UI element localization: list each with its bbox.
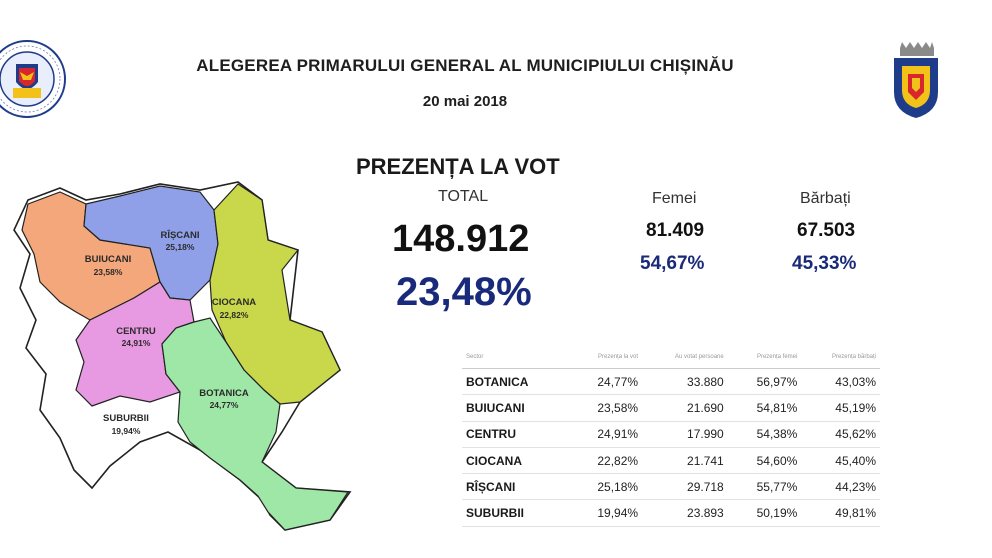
table-cell: 17.990 [642,421,728,448]
total-label: TOTAL [438,188,489,205]
map-region-riscani [83,185,219,301]
table-cell: CIOCANA [462,447,569,475]
map-region-ciocana [209,183,341,405]
map-label-centru: CENTRU [116,326,156,337]
table-cell: 23.893 [642,499,728,527]
table-row: SUBURBII 19,94% 23.893 50,19% 49,81% [462,499,880,527]
table-cell: RÎȘCANI [462,473,569,501]
men-voters-value: 67.503 [797,220,856,241]
table-cell: 43,03% [801,368,880,396]
table-cell: 50,19% [727,499,802,527]
table-cell: 21.741 [642,447,728,475]
table-cell: 54,38% [727,421,802,448]
chisinau-sectors-map: RÎȘCANI 25,18% BUIUCANI 23,58% CIOCANA 2… [13,181,352,531]
table-cell: 56,97% [727,368,802,396]
table-cell: 25,18% [568,473,643,501]
election-commission-emblem [0,40,66,118]
map-percent-ciocana: 22,82% [220,310,249,320]
page-title: ALEGEREA PRIMARULUI GENERAL AL MUNICIPIU… [196,56,734,75]
table-cell: 54,60% [727,447,802,475]
table-cell: 44,23% [801,473,880,501]
table-row: BUIUCANI 23,58% 21.690 54,81% 45,19% [462,394,880,422]
total-voters-value: 148.912 [392,218,530,260]
map-label-ciocana: CIOCANA [212,297,256,308]
table-cell: BOTANICA [462,368,569,396]
table-cell: 45,19% [801,394,880,422]
total-turnout-percent: 23,48% [396,270,532,314]
map-label-suburbii: SUBURBII [103,413,149,424]
men-percent: 45,33% [792,253,857,274]
table-cell: 24,77% [568,368,643,396]
map-label-buiucani: BUIUCANI [85,254,131,265]
election-date: 20 mai 2018 [422,93,508,110]
table-cell: 45,62% [801,421,880,448]
table-cell: 24,91% [568,421,643,448]
map-percent-botanica: 24,77% [210,400,239,410]
table-header-row: Sector Prezența la vot Au votat persoane… [462,346,880,369]
table-row: BOTANICA 24,77% 33.880 56,97% 43,03% [462,368,880,396]
table-cell: 22,82% [568,447,643,475]
map-region-botanica [161,317,350,531]
turnout-heading: PREZENȚA LA VOT [356,154,560,179]
table-row: CENTRU 24,91% 17.990 54,38% 45,62% [462,421,880,448]
table-cell: 23,58% [568,394,643,422]
table-cell: 29.718 [642,473,728,501]
women-label: Femei [652,190,697,207]
table-cell: 54,81% [727,394,802,422]
table-row: RÎȘCANI 25,18% 29.718 55,77% 44,23% [462,473,880,501]
table-cell: 21.690 [642,394,728,422]
map-label-riscani: RÎȘCANI [160,229,199,241]
column-header: Prezența bărbați [801,346,880,369]
table-cell: 49,81% [801,499,880,527]
map-percent-riscani: 25,18% [166,242,195,252]
chisinau-coat-of-arms [894,42,938,118]
column-header: Sector [462,346,569,369]
column-header: Au votat persoane [642,346,728,369]
table-cell: SUBURBII [462,499,569,527]
table-cell: 45,40% [801,447,880,475]
table-cell: 33.880 [642,368,728,396]
map-percent-centru: 24,91% [122,338,151,348]
table-cell: CENTRU [462,421,569,448]
women-voters-value: 81.409 [646,220,705,241]
column-header: Prezența la vot [568,346,643,369]
table-cell: 19,94% [568,499,643,527]
sector-results-table: Sector Prezența la vot Au votat persoane… [462,346,880,527]
table-cell: BUIUCANI [462,394,569,422]
men-label: Bărbați [800,190,851,207]
table-row: CIOCANA 22,82% 21.741 54,60% 45,40% [462,447,880,475]
table-cell: 55,77% [727,473,802,501]
women-percent: 54,67% [640,253,705,274]
map-percent-suburbii: 19,94% [112,426,141,436]
map-percent-buiucani: 23,58% [94,267,123,277]
column-header: Prezența femei [727,346,802,369]
map-label-botanica: BOTANICA [199,388,249,399]
